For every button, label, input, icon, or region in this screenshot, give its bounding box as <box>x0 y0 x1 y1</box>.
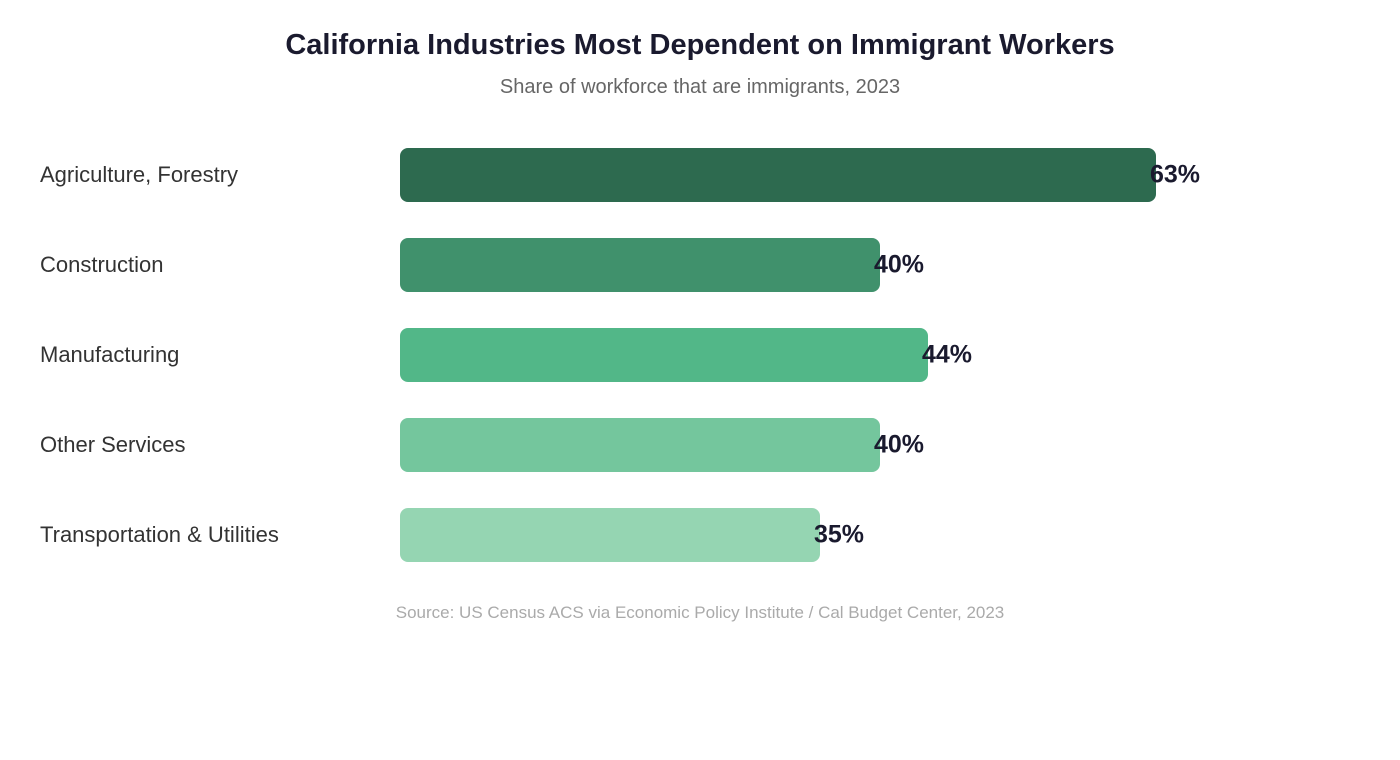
bar-row: Construction 40% <box>0 238 1400 292</box>
bar <box>400 328 928 382</box>
category-label: Construction <box>40 252 164 277</box>
chart-subtitle: Share of workforce that are immigrants, … <box>499 76 901 98</box>
bar <box>400 238 880 292</box>
value-label: 44% <box>922 340 973 369</box>
category-label: Transportation & Utilities <box>40 522 279 547</box>
category-label: Other Services <box>40 432 186 457</box>
chart-source: Source: US Census ACS via Economic Polic… <box>395 603 1005 622</box>
bar-row: Other Services 40% <box>0 418 1400 472</box>
chart-title: California Industries Most Dependent on … <box>285 29 1115 61</box>
value-label: 40% <box>874 430 925 459</box>
value-label: 40% <box>874 250 925 279</box>
bar-row: Transportation & Utilities 35% <box>0 508 1400 562</box>
bar-rows: Agriculture, Forestry 63% Construction 40% M… <box>0 148 1400 598</box>
bar <box>400 148 1156 202</box>
bar <box>400 508 820 562</box>
bar <box>400 418 880 472</box>
category-label: Agriculture, Forestry <box>40 162 239 187</box>
value-label: 35% <box>814 520 865 549</box>
bar-row: Manufacturing 44% <box>0 328 1400 382</box>
value-label: 63% <box>1150 160 1201 189</box>
category-label: Manufacturing <box>40 342 180 367</box>
bar-row: Agriculture, Forestry 63% <box>0 148 1400 202</box>
